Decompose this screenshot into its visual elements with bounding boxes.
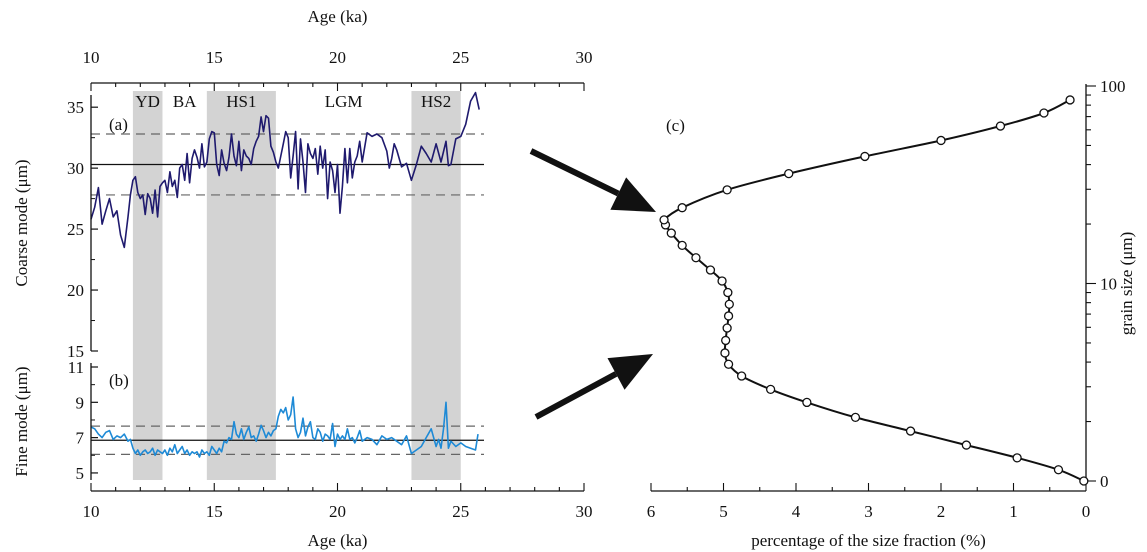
- top-age-axis-tick-label: 20: [329, 48, 346, 67]
- panel-c-data-point: [1039, 108, 1049, 118]
- panel-c-data-point: [961, 440, 972, 450]
- arrow-upper-head: [610, 177, 656, 212]
- panel-a-label: (a): [109, 115, 128, 134]
- panel-c-data-point: [936, 135, 946, 146]
- arrow-upper-shaft: [529, 148, 620, 197]
- panel-c-data-point: [666, 228, 676, 238]
- panel-c-y-tick-label: 10: [1100, 275, 1117, 294]
- arrows: [529, 148, 656, 420]
- top-age-axis-title: Age (ka): [308, 7, 368, 26]
- bottom-age-axis-tick-label: 25: [452, 502, 469, 521]
- panel-c-x-tick-label: 1: [1009, 502, 1018, 521]
- panel-b-y-axis-title: Fine mode (μm): [12, 366, 31, 476]
- panel-a-y-tick-label: 35: [67, 98, 84, 117]
- bottom-age-axis-tick-label: 30: [576, 502, 593, 521]
- panel-a-series-line: [90, 91, 480, 249]
- panel-c-x-tick-label: 0: [1082, 502, 1091, 521]
- top-age-axis-tick-label: 25: [452, 48, 469, 67]
- panel-c-data-point: [722, 185, 732, 195]
- panel-b-y-tick-label: 5: [76, 464, 85, 483]
- panel-c-data-point: [1079, 476, 1089, 486]
- panel-c-data-point: [1053, 465, 1064, 475]
- panel-c-data-point: [723, 287, 733, 298]
- panel-c-data-point: [677, 203, 687, 213]
- panel-c-y-tick-label: 0: [1100, 472, 1109, 491]
- panel-c-data-point: [860, 151, 870, 162]
- panel-c-label: (c): [666, 116, 685, 135]
- panel-c-data-point: [765, 384, 776, 395]
- panel-c-y-tick-label: 100: [1100, 77, 1126, 96]
- panel-a-y-axis-title: Coarse mode (μm): [12, 159, 31, 286]
- panel-c-data-point: [905, 426, 916, 436]
- panel-c-x-tick-label: 4: [792, 502, 801, 521]
- panel-c-x-tick-label: 6: [647, 502, 656, 521]
- panel-c-data-point: [1065, 95, 1075, 105]
- bottom-age-axis-title: Age (ka): [308, 531, 368, 550]
- panel-c-data-point: [721, 335, 731, 346]
- panel-b-label: (b): [109, 371, 129, 390]
- top-age-axis-tick-label: 10: [83, 48, 100, 67]
- panel-c-data-point: [722, 323, 732, 333]
- panel-b-y-tick-label: 11: [68, 358, 84, 377]
- top-age-axis-tick-label: 15: [206, 48, 223, 67]
- period-band-hs1: [206, 91, 276, 480]
- panel-a-y-tick-label: 30: [67, 159, 84, 178]
- panel-c-data-point: [724, 299, 734, 309]
- arrow-lower-shaft: [534, 371, 618, 420]
- panel-c-data-point: [723, 311, 734, 321]
- period-label-hs1: HS1: [226, 92, 256, 111]
- panel-c-data-point: [677, 240, 687, 251]
- panel-a-y-tick-label: 20: [67, 281, 84, 300]
- panel-b-y-tick-label: 7: [76, 429, 85, 448]
- period-band-yd: [132, 91, 163, 480]
- panel-c-x-axis-title: percentage of the size fraction (%): [751, 531, 986, 550]
- panel-c-data-point: [691, 253, 701, 263]
- panel-c-data-point: [784, 168, 794, 179]
- panel-c-data-point: [1012, 453, 1022, 463]
- panel-c-data-point: [736, 371, 747, 381]
- panel-c-data-point: [850, 412, 861, 423]
- panel-a: 15 20 25 30 35 (a) Coarse mode (μm): [12, 91, 484, 361]
- panel-c-data-point: [717, 276, 727, 286]
- period-label-ba: BA: [173, 92, 197, 111]
- panel-c-x-tick-label: 2: [937, 502, 946, 521]
- panel-c-y-axis-title: grain size (μm): [1117, 232, 1136, 336]
- panel-c-x-tick-label: 5: [719, 502, 728, 521]
- top-age-axis-tick-label: 30: [576, 48, 593, 67]
- arrow-lower-head: [607, 354, 653, 390]
- bottom-age-axis-tick-label: 10: [83, 502, 100, 521]
- panel-b-y-tick-label: 9: [76, 393, 85, 412]
- age-axes: 10 15 20 25 30 Age (ka) 10 15 20 25 30 Age (ka): [83, 7, 593, 550]
- period-label-yd: YD: [135, 92, 160, 111]
- panel-a-y-tick-label: 25: [67, 220, 84, 239]
- panel-c-data-point: [995, 121, 1006, 131]
- panel-c-data-point: [659, 215, 669, 225]
- bottom-age-axis-tick-label: 15: [206, 502, 223, 521]
- panel-b-series-line: [90, 396, 479, 458]
- panel-c-data-point: [723, 359, 734, 369]
- period-label-lgm: LGM: [325, 92, 363, 111]
- panel-a-y-tick-label: 15: [67, 342, 84, 361]
- panel-c-data-point: [802, 397, 812, 408]
- panel-c-x-tick-label: 3: [864, 502, 873, 521]
- panel-c-data-point: [720, 348, 730, 358]
- bottom-age-axis-tick-label: 20: [329, 502, 346, 521]
- panel-b: 5 7 9 11 (b) Fine mode (μm): [12, 358, 484, 483]
- panel-c-data-point: [705, 265, 716, 275]
- period-label-hs2: HS2: [421, 92, 451, 111]
